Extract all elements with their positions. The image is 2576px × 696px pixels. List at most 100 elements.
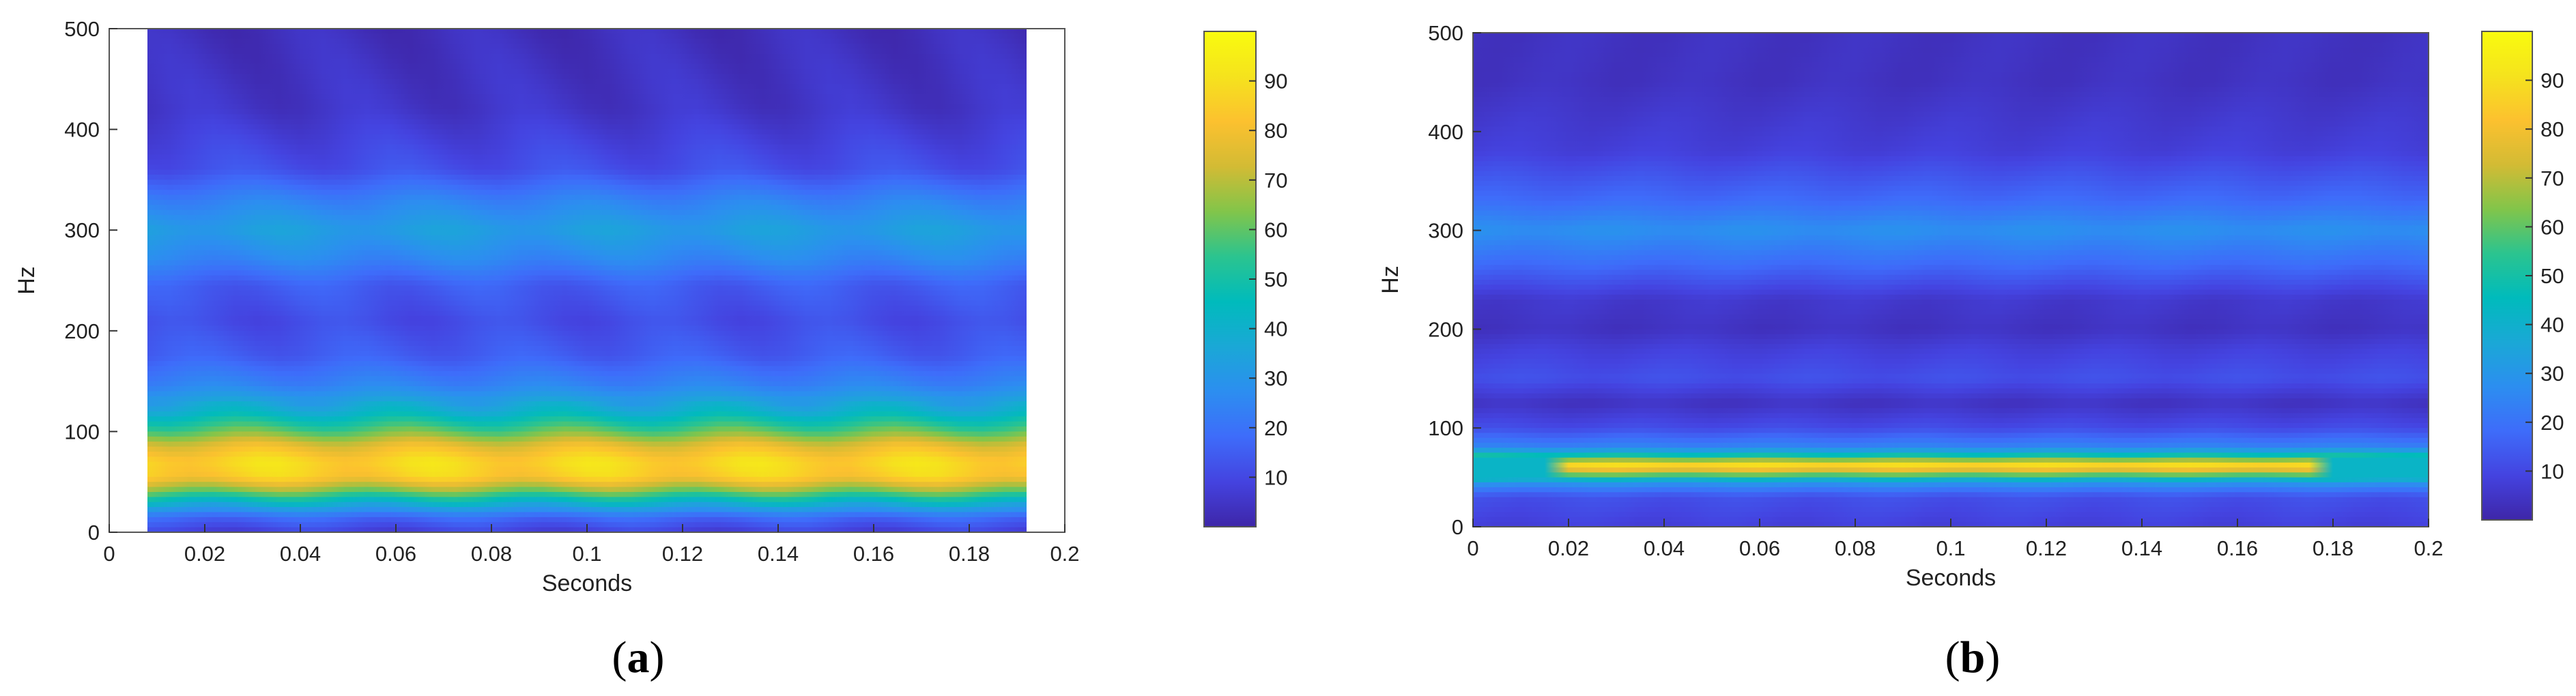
heatmap-band — [1473, 512, 2429, 518]
heatmap-band — [1473, 314, 2429, 320]
heatmap-band — [147, 491, 1027, 497]
heatmap-band — [1473, 274, 2429, 280]
heatmap-band — [1473, 364, 2429, 369]
y-axis-label: Hz — [1377, 265, 1403, 294]
heatmap-band — [1473, 77, 2429, 83]
x-tick-label: 0.06 — [1739, 536, 1780, 560]
colorbar — [2481, 31, 2533, 521]
heatmap-band — [147, 456, 1027, 463]
heatmap-band — [1473, 181, 2429, 187]
heatmap-band — [147, 164, 1027, 171]
heatmap-band — [1473, 368, 2429, 375]
heatmap-band — [147, 351, 1027, 357]
x-tick-label: 0.2 — [2414, 536, 2443, 560]
heatmap-band — [1473, 121, 2429, 128]
heatmap-band — [1473, 205, 2429, 212]
colorbar-tick-label: 30 — [1264, 366, 1287, 390]
heatmap-band — [1473, 462, 2429, 468]
y-tick-label: 200 — [1428, 317, 1463, 341]
heatmap-band — [147, 381, 1027, 387]
heatmap-band — [147, 482, 1027, 488]
heatmap-band — [1473, 398, 2429, 404]
heatmap-band — [1473, 190, 2429, 197]
heatmap-band — [1473, 230, 2429, 236]
heatmap-band — [1473, 319, 2429, 325]
x-tick-label: 0.04 — [1644, 536, 1685, 560]
heatmap-band — [147, 345, 1027, 351]
heatmap-band — [147, 29, 1027, 34]
heatmap-band — [1473, 329, 2429, 335]
colorbar-tick-label: 10 — [1264, 465, 1287, 489]
heatmap-band — [147, 310, 1027, 317]
spectrogram-heatmap — [147, 29, 1027, 533]
heatmap-band — [147, 421, 1027, 427]
heatmap-band — [147, 517, 1027, 523]
heatmap-band — [147, 44, 1027, 50]
heatmap-band — [1473, 373, 2429, 379]
y-tick-label: 0 — [88, 521, 100, 545]
heatmap-band — [1473, 433, 2429, 439]
heatmap-band — [1473, 201, 2429, 206]
heatmap-band — [147, 507, 1027, 513]
colorbar-tick-label: 40 — [2541, 313, 2564, 337]
heatmap-band — [147, 416, 1027, 422]
heatmap-band — [147, 446, 1027, 452]
x-tick-label: 0.02 — [1548, 536, 1589, 560]
heatmap-band — [147, 93, 1027, 100]
heatmap-band — [1473, 467, 2429, 473]
heatmap-band — [147, 119, 1027, 125]
heatmap-band — [147, 154, 1027, 160]
colorbar-tick-label: 20 — [2541, 411, 2564, 435]
heatmap-band — [1473, 492, 2429, 498]
colorbar-tick-label: 80 — [1264, 119, 1287, 143]
heatmap-band — [147, 300, 1027, 306]
heatmap-band — [147, 487, 1027, 493]
heatmap-band — [1473, 349, 2429, 355]
heatmap-band — [1473, 38, 2429, 44]
colorbar-tick-label: 10 — [2541, 459, 2564, 483]
heatmap-band — [1473, 383, 2429, 389]
heatmap-band — [147, 240, 1027, 246]
y-tick-label: 0 — [1452, 515, 1463, 539]
caption-open-paren: ( — [612, 633, 627, 682]
colorbar-tick-label: 50 — [2541, 264, 2564, 288]
heatmap-band — [1473, 82, 2429, 88]
heatmap-band — [147, 340, 1027, 347]
heatmap-band — [1473, 250, 2429, 256]
heatmap-band — [147, 194, 1027, 201]
heatmap-band — [1473, 97, 2429, 102]
heatmap-band — [147, 502, 1027, 508]
heatmap-band — [1473, 67, 2429, 73]
heatmap-band — [147, 184, 1027, 190]
heatmap-band — [147, 325, 1027, 332]
heatmap-band — [1473, 388, 2429, 394]
heatmap-band — [147, 290, 1027, 296]
heatmap-band — [147, 285, 1027, 291]
heatmap-band — [147, 224, 1027, 231]
heatmap-band — [147, 396, 1027, 402]
heatmap-band — [147, 512, 1027, 518]
heatmap-band — [147, 235, 1027, 241]
heatmap-band — [1473, 418, 2429, 424]
heatmap-band — [147, 467, 1027, 473]
heatmap-band — [1473, 151, 2429, 157]
heatmap-band — [1473, 353, 2429, 360]
heatmap-band — [1473, 413, 2429, 419]
heatmap-band — [1473, 215, 2429, 221]
heatmap-band — [1473, 477, 2429, 483]
x-tick-label: 0.12 — [662, 542, 703, 566]
caption-letter: b — [1960, 633, 1986, 682]
heatmap-band — [1473, 309, 2429, 315]
heatmap-band — [1473, 260, 2429, 265]
heatmap-band — [147, 406, 1027, 412]
caption-letter: a — [627, 633, 650, 682]
heatmap-band — [1473, 220, 2429, 226]
colorbar-tick-label: 70 — [2541, 166, 2564, 190]
heatmap-band — [147, 144, 1027, 150]
y-axis-label: Hz — [14, 266, 40, 295]
panel-caption: (b) — [1945, 633, 2001, 682]
heatmap-band — [147, 280, 1027, 286]
heatmap-band — [147, 149, 1027, 156]
x-tick-label: 0.2 — [1050, 542, 1079, 566]
